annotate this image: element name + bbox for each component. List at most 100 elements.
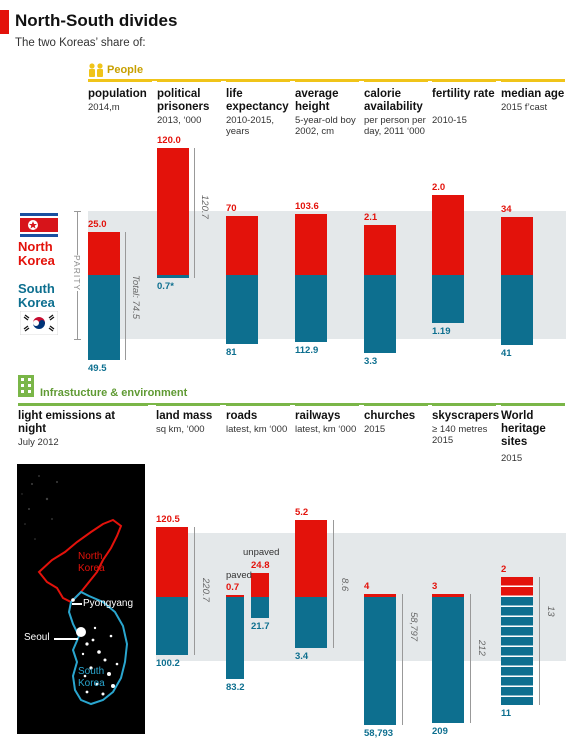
people-category-subtitle: per person per day, 2011 ‘000 [364,115,426,137]
bar-south [501,275,533,345]
people-header-rule [364,80,428,82]
value-south: 100.2 [156,658,180,670]
infra-header-rule [156,404,220,406]
total-label: 13 [545,606,556,617]
map-pyongyang-label: Pyongyang [83,598,134,609]
value-north: 3 [432,581,438,592]
value-north: 120.0 [157,134,181,146]
value-south: 112.9 [295,344,319,356]
people-header-rule [88,80,152,82]
value-south: 3.4 [295,650,309,662]
light-emissions-subtitle: July 2012 [18,437,59,448]
bar-south [295,275,327,342]
total-label: 8.6 [339,578,350,592]
infra-category-subtitle: ≥ 140 metres 2015 [432,424,488,446]
bar-south [226,275,258,344]
total-label: 212 [476,640,487,656]
value-north: 0.7 [226,582,240,593]
infra-category-subtitle: latest, km ‘000 [295,424,357,435]
parity-tick-bottom [74,339,81,340]
parity-label: PARITY [72,255,82,292]
bar-north [501,577,533,597]
people-header-rule [501,80,565,82]
value-south: 41 [501,347,512,359]
total-bracket [125,232,126,361]
bar-north [501,216,533,275]
people-category-subtitle: 2014,m [88,102,120,113]
value-north: 34 [501,203,512,215]
bar-south [432,597,464,724]
infra-header-rule [432,404,496,406]
bar-north [432,594,464,597]
people-category-subtitle: 2010-2015, years [226,115,275,137]
value-north: 2.0 [432,181,446,193]
people-category-label: calorie availability [364,88,423,113]
infra-header-rule [364,404,428,406]
infra-header-rule [295,404,359,406]
infra-category-label: World heritage sites [501,410,546,448]
map-seoul-pointer [54,638,78,640]
total-bracket [402,594,403,725]
bar-south [432,275,464,323]
total-bracket [194,147,195,278]
bar-south [501,597,533,706]
people-category-label: median age [501,88,565,100]
roads-paved-label: paved [226,570,252,581]
infra-category-label: roads [226,410,258,422]
chart-title: North-South divides [15,11,178,30]
chart-subtitle: The two Koreas’ share of: [15,37,146,49]
people-section-label: People [107,64,144,76]
bar-north [295,213,327,275]
infra-header-rule [501,404,565,406]
people-category-label: political prisoners [157,88,210,113]
infra-category-subtitle: 2015 [501,453,523,464]
infra-category-label: railways [295,410,341,422]
total-bracket [539,577,540,706]
parity-tick-top [74,211,81,212]
bar-north [156,527,188,597]
infra-section-line [18,403,565,405]
value-south: 58,793 [364,727,394,739]
value-north: 2 [501,564,507,576]
south-korea-flag-icon [19,310,59,340]
total-bracket [194,527,195,656]
people-category-label: average height [295,88,339,113]
value-north: 4 [364,581,370,592]
value-south: 21.7 [251,621,270,633]
people-header-rule [157,80,221,82]
total-label: 58,797 [408,612,419,642]
map-north-label: North Korea [78,551,105,574]
bar-north [364,594,396,597]
night-lights-map [17,464,145,734]
infra-section-label: Infrastucture & environment [40,387,188,399]
bar-north [295,519,327,597]
value-south: 1.19 [432,325,451,337]
bar-south [364,275,396,354]
bar-south [88,275,120,361]
people-header-rule [432,80,496,82]
total-label: 220.7 [200,578,211,602]
bar-south [157,275,189,278]
people-category-subtitle: 2013, ‘000 [157,115,202,126]
total-label: 120.7 [199,195,210,219]
people-icon [88,63,104,82]
value-north: 24.8 [251,559,270,571]
infra-category-label: skyscrapers [432,410,500,422]
bar-north [364,225,396,275]
value-north: 25.0 [88,219,107,231]
roads-unpaved-label: unpaved [243,546,280,558]
value-north: 2.1 [364,212,378,224]
value-south: 49.5 [88,363,107,375]
bar-south [226,597,244,680]
infra-category-subtitle: 2015 [364,424,386,435]
bar-north [88,232,120,275]
people-header-rule [295,80,359,82]
value-south: 3.3 [364,356,378,368]
people-category-subtitle: 5-year-old boy 2002, cm [295,115,356,137]
value-south: 81 [226,346,237,358]
map-south-label: South Korea [78,666,105,689]
total-bracket [333,519,334,648]
people-category-label: life expectancy [226,88,289,113]
bar-north [226,595,244,597]
bar-north [251,572,269,597]
